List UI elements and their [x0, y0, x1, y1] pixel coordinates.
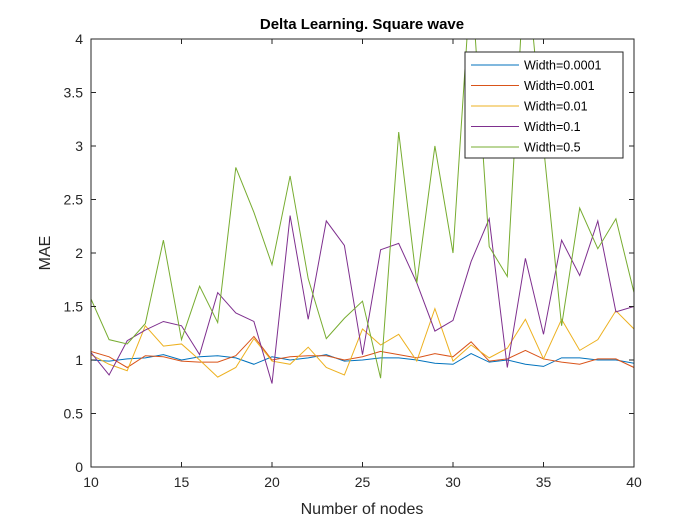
y-tick-label: 1.5 [64, 299, 84, 315]
y-tick-label: 3 [75, 138, 83, 154]
legend-box [464, 51, 624, 159]
legend-label-3: Width=0.01 [524, 100, 588, 114]
legend-label-1: Width=0.0001 [524, 59, 602, 73]
x-tick-label: 25 [355, 474, 371, 490]
x-tick-label: 40 [626, 474, 642, 490]
series-line-1 [91, 353, 634, 367]
y-tick-label: 2 [75, 245, 83, 261]
series-line-3 [91, 307, 634, 378]
y-tick-label: 3.5 [64, 85, 84, 101]
x-tick-label: 20 [264, 474, 280, 490]
chart-title: Delta Learning. Square wave [260, 16, 464, 33]
series-line-4 [91, 215, 634, 384]
x-tick-label: 30 [445, 474, 461, 490]
x-tick-label: 15 [174, 474, 190, 490]
legend: Width=0.0001 Width=0.001 Width=0.01 Width=0… [464, 51, 624, 159]
y-axis-label: MAE [37, 236, 54, 271]
legend-label-2: Width=0.001 [524, 79, 595, 93]
y-tick-label: 0.5 [64, 406, 84, 422]
axes: 10 15 20 25 30 35 40 0 0.5 1 1.5 2 2.5 3 3.5 4 [64, 31, 642, 490]
x-tick-label: 10 [83, 474, 99, 490]
y-tick-label: 4 [75, 31, 83, 47]
y-tick-label: 2.5 [64, 192, 84, 208]
x-axis-label: Number of nodes [301, 501, 424, 518]
y-tick-label: 0 [75, 459, 83, 475]
x-tick-label: 35 [536, 474, 552, 490]
legend-label-4: Width=0.1 [524, 120, 581, 134]
y-tick-label: 1 [75, 352, 83, 368]
legend-label-5: Width=0.5 [524, 141, 581, 155]
